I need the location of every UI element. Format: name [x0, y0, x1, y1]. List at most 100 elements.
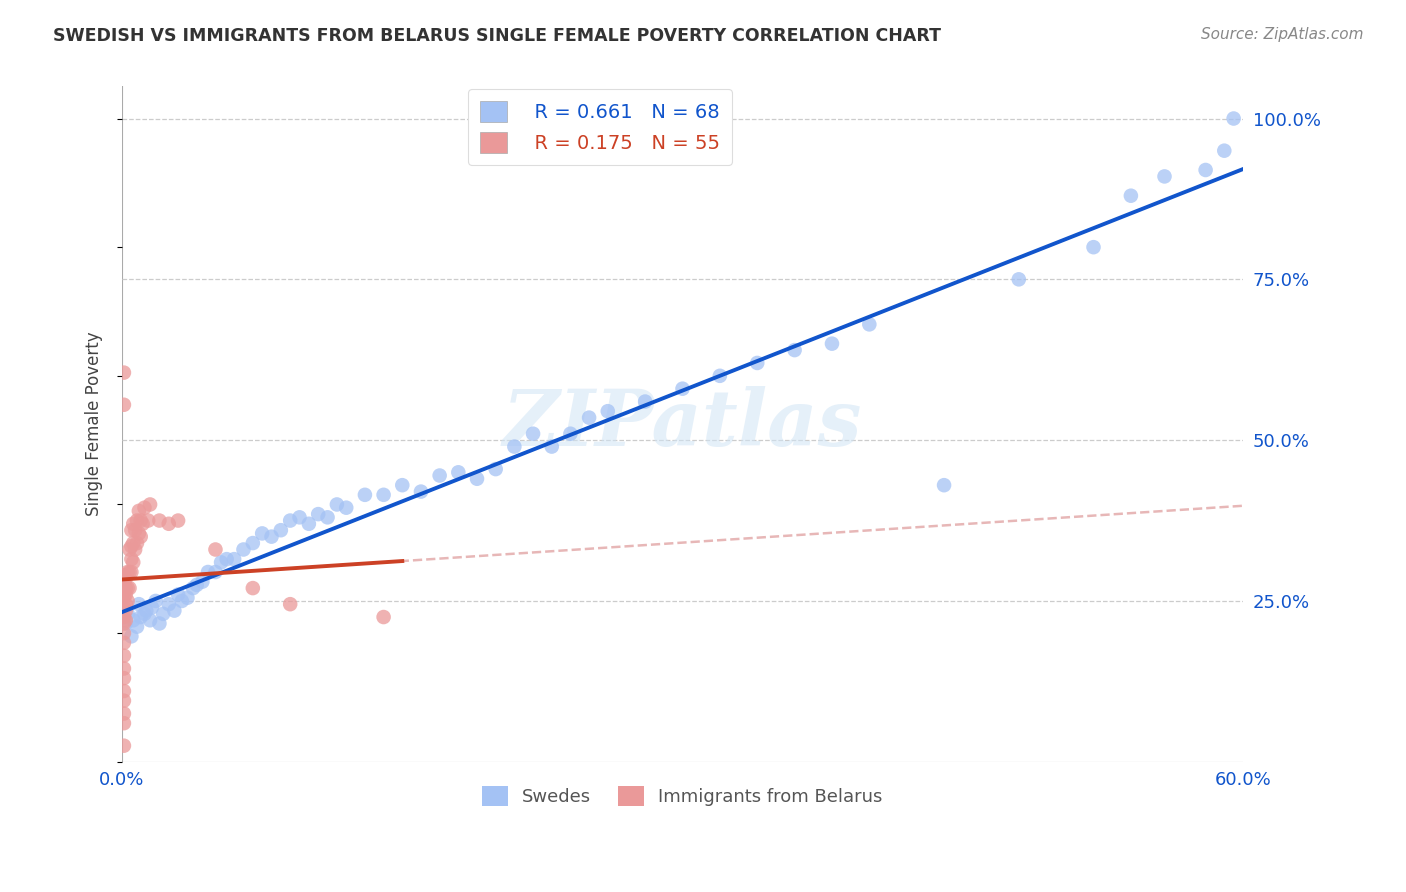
- Point: [112, 671, 135, 685]
- Point: [112, 706, 135, 721]
- Point: [1153, 169, 1175, 184]
- Point: [120, 523, 142, 537]
- Point: [242, 581, 264, 595]
- Point: [124, 542, 146, 557]
- Point: [145, 594, 167, 608]
- Point: [709, 368, 731, 383]
- Point: [112, 610, 135, 624]
- Point: [634, 394, 657, 409]
- Point: [1008, 272, 1031, 286]
- Point: [114, 616, 136, 631]
- Point: [167, 514, 190, 528]
- Point: [112, 584, 135, 599]
- Point: [120, 539, 142, 553]
- Point: [578, 410, 600, 425]
- Point: [783, 343, 806, 357]
- Point: [747, 356, 769, 370]
- Point: [128, 526, 150, 541]
- Point: [129, 610, 152, 624]
- Point: [139, 498, 162, 512]
- Point: [112, 693, 135, 707]
- Point: [134, 500, 156, 515]
- Point: [112, 661, 135, 675]
- Point: [242, 536, 264, 550]
- Point: [858, 318, 880, 332]
- Point: [191, 574, 214, 589]
- Point: [1222, 112, 1244, 126]
- Point: [288, 510, 311, 524]
- Point: [122, 555, 145, 569]
- Point: [1194, 163, 1216, 178]
- Point: [163, 604, 186, 618]
- Point: [117, 565, 139, 579]
- Point: [128, 597, 150, 611]
- Text: ZIPatlas: ZIPatlas: [503, 386, 862, 462]
- Point: [232, 542, 254, 557]
- Point: [429, 468, 451, 483]
- Point: [1213, 144, 1236, 158]
- Point: [373, 610, 395, 624]
- Point: [125, 536, 148, 550]
- Point: [120, 565, 142, 579]
- Point: [136, 514, 159, 528]
- Point: [122, 516, 145, 531]
- Point: [485, 462, 508, 476]
- Point: [215, 552, 238, 566]
- Point: [141, 600, 163, 615]
- Point: [170, 594, 193, 608]
- Point: [204, 565, 226, 579]
- Point: [270, 523, 292, 537]
- Point: [114, 571, 136, 585]
- Point: [131, 516, 153, 531]
- Point: [135, 604, 157, 618]
- Point: [114, 597, 136, 611]
- Point: [112, 600, 135, 615]
- Point: [128, 504, 150, 518]
- Point: [278, 597, 301, 611]
- Point: [148, 616, 170, 631]
- Point: [204, 542, 226, 557]
- Point: [186, 578, 208, 592]
- Text: SWEDISH VS IMMIGRANTS FROM BELARUS SINGLE FEMALE POVERTY CORRELATION CHART: SWEDISH VS IMMIGRANTS FROM BELARUS SINGL…: [53, 27, 942, 45]
- Point: [157, 516, 180, 531]
- Point: [112, 636, 135, 650]
- Point: [117, 581, 139, 595]
- Point: [298, 516, 321, 531]
- Point: [181, 581, 204, 595]
- Point: [118, 565, 141, 579]
- Point: [122, 613, 145, 627]
- Point: [335, 500, 357, 515]
- Point: [122, 536, 145, 550]
- Point: [671, 382, 693, 396]
- Point: [224, 552, 246, 566]
- Point: [118, 542, 141, 557]
- Point: [260, 530, 283, 544]
- Point: [176, 591, 198, 605]
- Point: [112, 739, 135, 753]
- Point: [120, 552, 142, 566]
- Point: [125, 514, 148, 528]
- Point: [278, 514, 301, 528]
- Point: [114, 604, 136, 618]
- Point: [112, 366, 135, 380]
- Point: [117, 607, 139, 621]
- Point: [197, 565, 219, 579]
- Point: [1083, 240, 1105, 254]
- Point: [596, 404, 619, 418]
- Point: [354, 488, 377, 502]
- Point: [209, 555, 232, 569]
- Point: [125, 620, 148, 634]
- Point: [1119, 188, 1142, 202]
- Point: [316, 510, 339, 524]
- Point: [932, 478, 955, 492]
- Point: [522, 426, 544, 441]
- Point: [112, 574, 135, 589]
- Point: [112, 684, 135, 698]
- Point: [148, 514, 170, 528]
- Point: [540, 440, 562, 454]
- Point: [447, 465, 470, 479]
- Point: [307, 507, 329, 521]
- Point: [139, 613, 162, 627]
- Point: [117, 594, 139, 608]
- Point: [129, 514, 152, 528]
